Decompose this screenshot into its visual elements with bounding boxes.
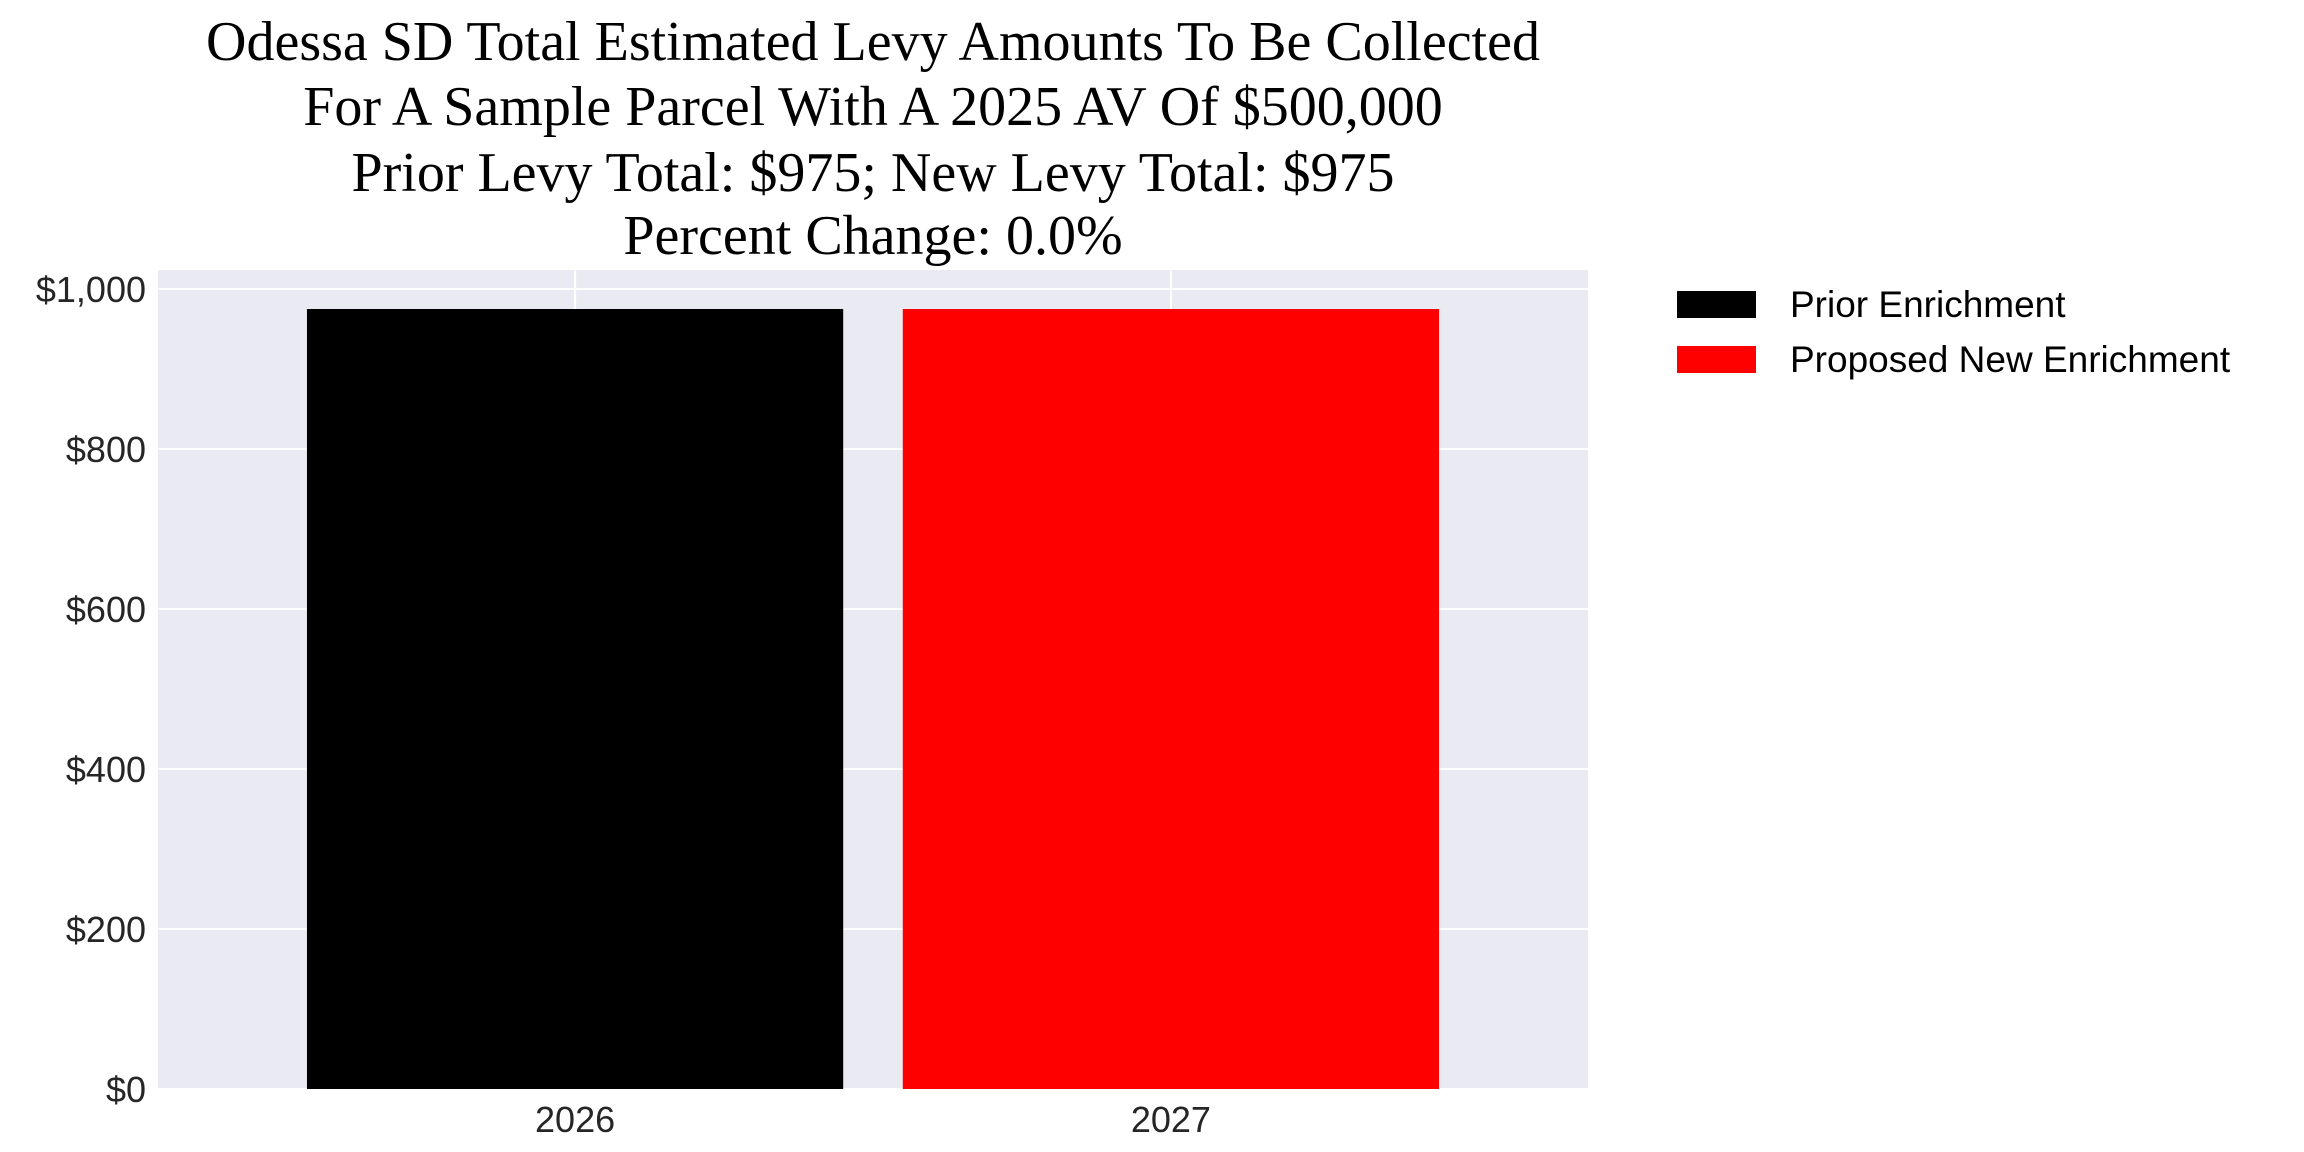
- y-tick-label: $200: [66, 909, 146, 950]
- chart-title-line: Percent Change: 0.0%: [623, 205, 1122, 267]
- legend-swatch: [1677, 346, 1756, 373]
- legend-label: Proposed New Enrichment: [1790, 339, 2231, 380]
- legend-label: Prior Enrichment: [1790, 284, 2066, 325]
- chart-title: Odessa SD Total Estimated Levy Amounts T…: [206, 11, 1540, 267]
- y-tick-label: $600: [66, 589, 146, 630]
- legend: Prior Enrichment Proposed New Enrichment: [1677, 284, 2231, 380]
- chart-title-line: Prior Levy Total: $975; New Levy Total: …: [351, 142, 1394, 204]
- x-tick-label: 2027: [1131, 1099, 1211, 1140]
- chart-title-line: For A Sample Parcel With A 2025 AV Of $5…: [303, 76, 1443, 138]
- y-tick-label: $400: [66, 749, 146, 790]
- chart-title-line: Odessa SD Total Estimated Levy Amounts T…: [206, 11, 1540, 73]
- x-axis-ticks: 2026 2027: [535, 1099, 1211, 1140]
- bar-2027: [902, 309, 1440, 1089]
- legend-swatch: [1677, 291, 1756, 318]
- y-tick-label: $0: [106, 1069, 146, 1110]
- y-axis-ticks: $0 $200 $400 $600 $800 $1,000: [36, 269, 146, 1110]
- y-tick-label: $800: [66, 429, 146, 470]
- y-tick-label: $1,000: [36, 269, 146, 310]
- x-tick-label: 2026: [535, 1099, 615, 1140]
- bars: [306, 309, 1440, 1089]
- bar-2026: [306, 309, 844, 1089]
